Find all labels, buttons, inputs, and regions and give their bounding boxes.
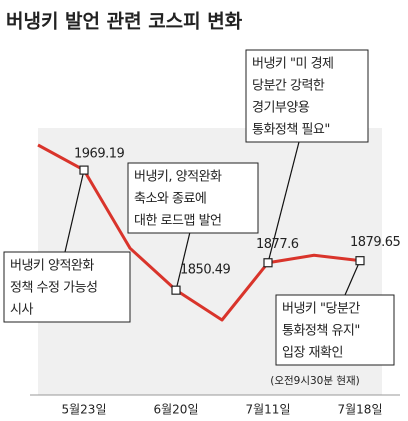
x-tick-label: 5월23일 xyxy=(62,403,107,417)
annotation-text: 통화정책 필요" xyxy=(252,123,330,138)
annotation-box xyxy=(127,162,259,234)
annotation-text: 입장 재확인 xyxy=(282,346,343,361)
annotation-text: 버냉키 "미 경제 xyxy=(252,57,334,72)
leader-line xyxy=(267,137,301,263)
note: (오전9시30분 현재) xyxy=(270,375,360,387)
annotation-text: 정책 수정 가능성 xyxy=(10,281,98,296)
annotation-text: 축소와 종료에 xyxy=(134,192,206,207)
value-label: 1877.6 xyxy=(256,237,299,252)
line xyxy=(37,143,361,322)
annotation-text: 버냉키 양적완화 xyxy=(10,259,94,274)
annotation-text: 당분간 강력한 xyxy=(252,79,325,94)
leader-line xyxy=(64,169,85,253)
annotation-box xyxy=(3,251,131,323)
x-tick-label: 7월11일 xyxy=(246,403,291,417)
point-marker xyxy=(355,256,365,266)
annotation-text: 대한 로드맵 발언 xyxy=(134,214,222,229)
point-marker xyxy=(171,285,181,295)
annotation-text: 버냉키, 양적완화 xyxy=(134,170,222,185)
annotation-text: 경기부양용 xyxy=(252,101,310,116)
point-marker xyxy=(263,258,273,268)
value-label: 1850.49 xyxy=(180,263,230,278)
annotation-text: 통화정책 유지" xyxy=(282,324,360,339)
x-tick-label: 7월18일 xyxy=(338,403,383,417)
annotation-box xyxy=(245,49,369,143)
leader-line xyxy=(175,231,191,291)
point-marker xyxy=(79,165,89,175)
x-tick-label: 6월20일 xyxy=(154,403,199,417)
annotation-text: 시사 xyxy=(10,303,33,318)
value-label: 1969.19 xyxy=(74,147,124,162)
annotation-box xyxy=(275,294,395,366)
chart-title: 버냉키 발언 관련 코스피 변화 xyxy=(6,11,243,33)
leader-line xyxy=(344,260,361,296)
annotation-text: 버냉키 "당분간 xyxy=(282,302,360,317)
value-label: 1879.65 xyxy=(350,235,400,250)
